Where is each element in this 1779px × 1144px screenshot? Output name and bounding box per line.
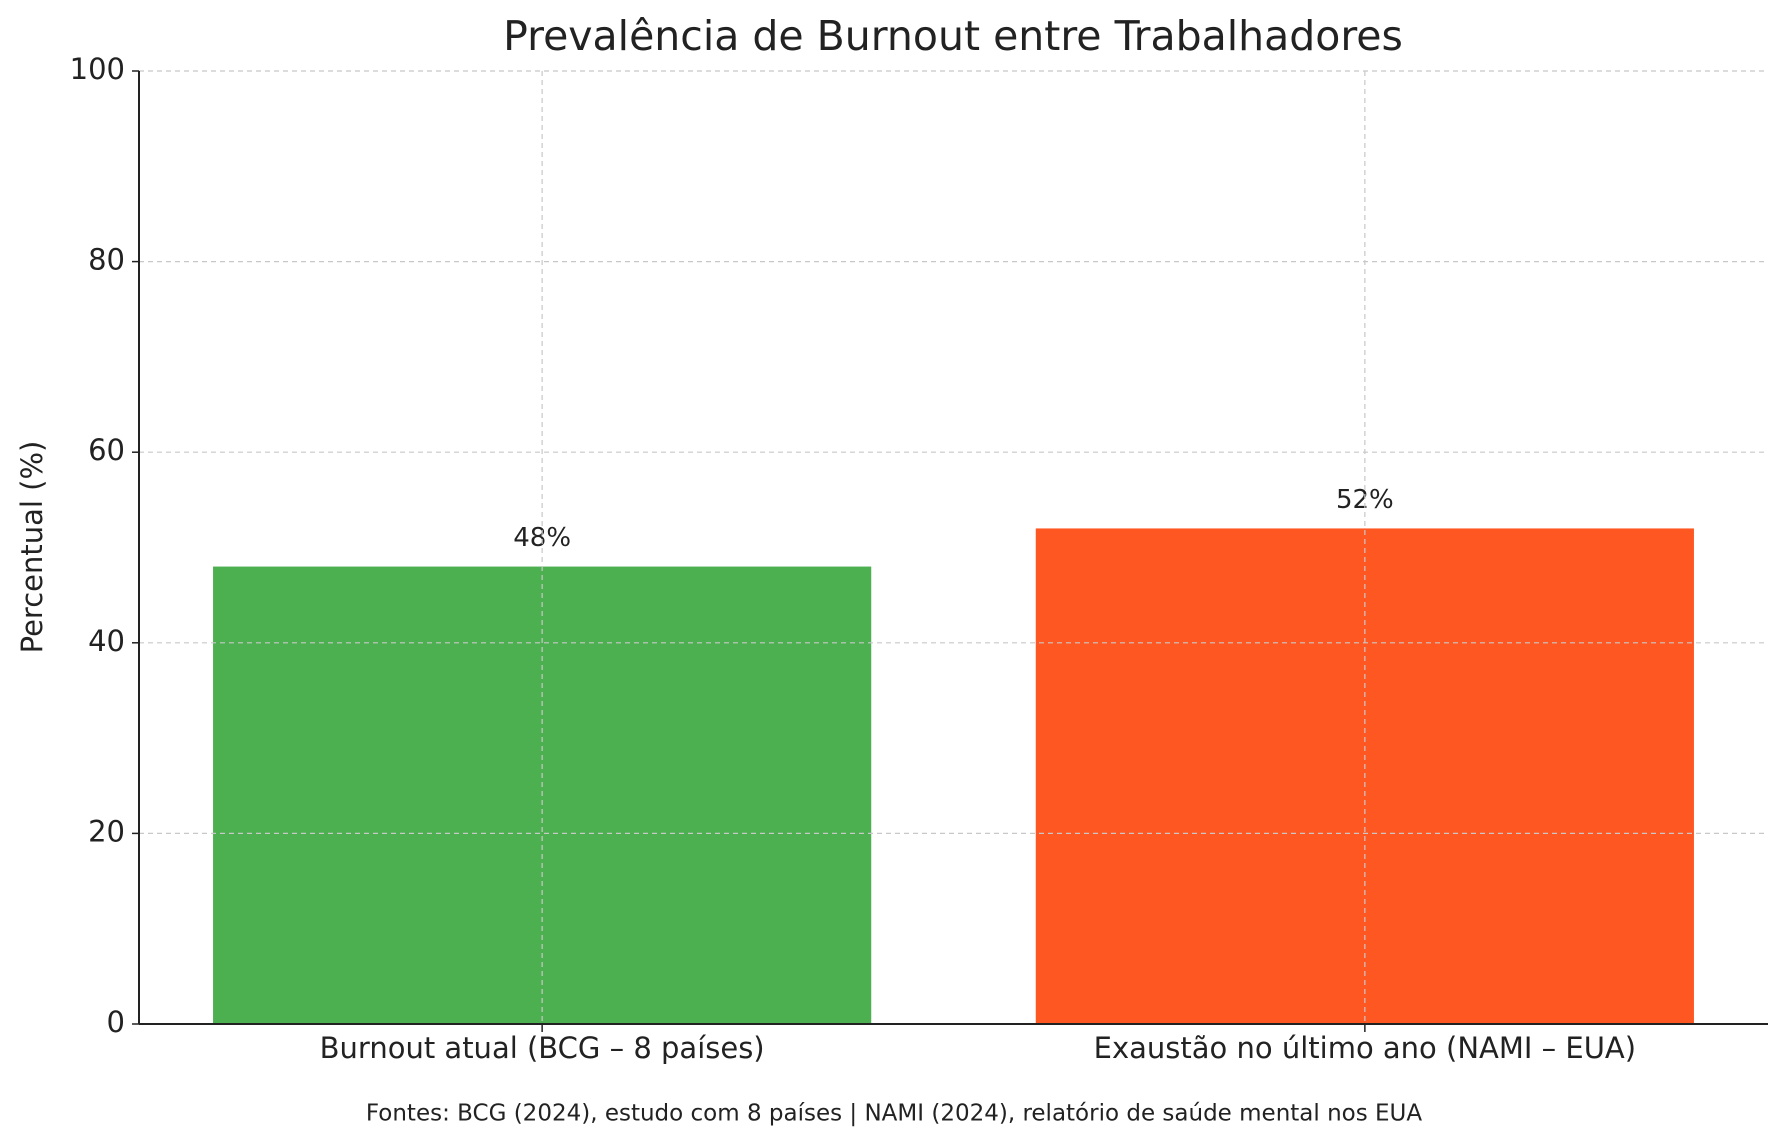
- y-tick-label: 0: [107, 1005, 125, 1039]
- y-tick-label: 20: [88, 814, 125, 848]
- y-tick-label: 40: [88, 624, 125, 658]
- y-axis-label: Percentual (%): [15, 441, 49, 654]
- source-note: Fontes: BCG (2024), estudo com 8 países …: [366, 1101, 1423, 1127]
- chart-title: Prevalência de Burnout entre Trabalhador…: [503, 12, 1403, 60]
- x-tick-label: Burnout atual (BCG – 8 países): [320, 1031, 765, 1065]
- y-tick-label: 60: [88, 433, 125, 467]
- x-tick-label: Exaustão no último ano (NAMI – EUA): [1094, 1031, 1636, 1065]
- y-tick-label: 80: [88, 243, 125, 277]
- y-tick-label: 100: [70, 52, 125, 86]
